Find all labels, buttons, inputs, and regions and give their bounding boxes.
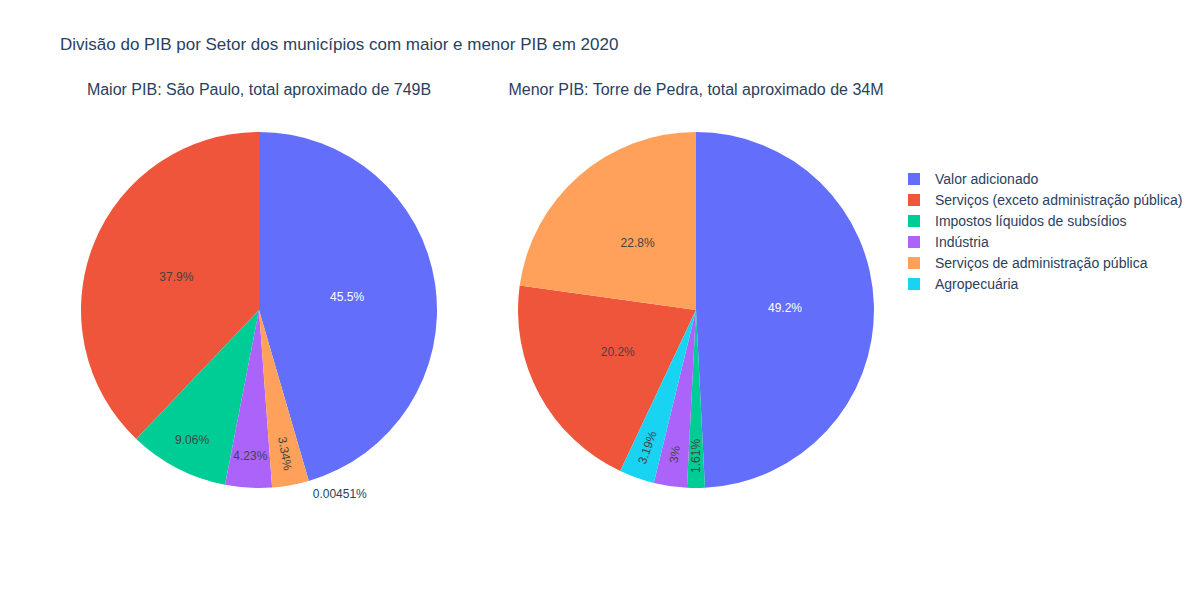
legend-item[interactable]: Valor adicionado [908,171,1038,187]
data-label: 3% [667,445,683,465]
legend-label: Impostos líquidos de subsídios [935,213,1126,229]
chart: Divisão do PIB por Setor dos municípios … [0,0,1200,600]
legend-swatch [908,278,920,290]
data-label: 22.8% [621,236,655,250]
legend-label: Serviços de administração pública [935,255,1148,271]
data-label: 45.5% [330,290,364,304]
legend-item[interactable]: Serviços de administração pública [908,255,1148,271]
legend-label: Serviços (exceto administração pública) [935,192,1182,208]
legend-label: Valor adicionado [935,171,1038,187]
pie-slice [620,310,696,483]
data-label: 3.19% [635,429,660,466]
data-label: 0.00451% [313,487,367,501]
legend-item[interactable]: Serviços (exceto administração pública) [908,192,1182,208]
legend-item[interactable]: Agropecuária [908,276,1018,292]
legend-label: Agropecuária [935,276,1018,292]
legend-swatch [908,215,920,227]
legend-item[interactable]: Impostos líquidos de subsídios [908,213,1126,229]
pie: 45.5% 37.9% 9.06% 4.23% 3.34% 0.00451% [81,132,437,501]
pie: 49.2% 20.2% 1.61% 3% 22.8% 3.19% [518,132,874,488]
chart-title: Divisão do PIB por Setor dos municípios … [60,35,618,54]
legend-swatch [908,236,920,248]
pie-slice [520,132,696,310]
pie-slice [696,132,874,488]
legend-swatch [908,173,920,185]
legend-label: Indústria [935,234,989,250]
data-label: 1.61% [689,439,703,473]
data-label: 9.06% [175,433,209,447]
data-label: 4.23% [233,449,267,463]
legend-swatch [908,257,920,269]
legend: Valor adicionado Serviços (exceto adminis… [908,171,1182,292]
pie-subtitle: Maior PIB: São Paulo, total aproximado d… [87,81,431,98]
pie-subtitle: Menor PIB: Torre de Pedra, total aproxim… [508,81,883,98]
data-label: 3.34% [275,436,295,472]
data-label: 20.2% [601,345,635,359]
data-label: 37.9% [159,270,193,284]
data-label: 49.2% [768,301,802,315]
legend-swatch [908,194,920,206]
legend-item[interactable]: Indústria [908,234,989,250]
